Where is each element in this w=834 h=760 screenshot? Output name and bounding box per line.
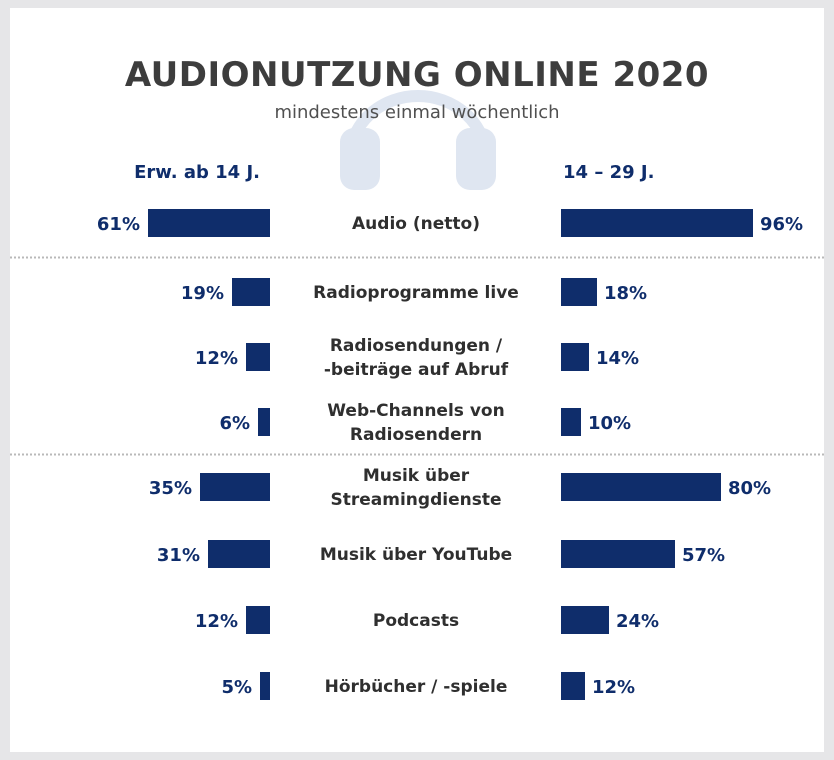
right-bar [561, 343, 589, 371]
category-labels: Audio (netto) Radioprogramme live Radiosen… [313, 214, 519, 697]
category-label-line: Hörbücher / -spiele [325, 677, 508, 697]
left-value-labels: 61% 19% 12% 6% 35% 31% 12% 5% [97, 214, 252, 698]
category-label: Web-Channels von Radiosendern [327, 401, 504, 445]
right-column-header: 14 – 29 J. [563, 162, 654, 183]
category-label-line: Musik über [363, 466, 470, 486]
category-label: Musik über YouTube [320, 545, 512, 565]
left-value-label: 5% [221, 677, 252, 698]
left-bar [208, 540, 270, 568]
chart-frame: AUDIONUTZUNG ONLINE 2020 mindestens einm… [10, 8, 824, 752]
right-value-label: 80% [728, 478, 771, 499]
category-label-line: Radiosendungen / [330, 336, 503, 356]
left-column-header: Erw. ab 14 J. [134, 162, 260, 183]
left-bars [148, 209, 270, 700]
category-label-line: Radiosendern [350, 425, 482, 445]
right-value-label: 18% [604, 283, 647, 304]
chart-title: AUDIONUTZUNG ONLINE 2020 [125, 55, 709, 95]
left-bar [258, 408, 270, 436]
right-bar [561, 278, 597, 306]
left-bar [246, 606, 270, 634]
right-bar [561, 408, 581, 436]
right-bars [561, 209, 753, 700]
category-label-line: -beiträge auf Abruf [324, 360, 509, 380]
right-value-label: 24% [616, 611, 659, 632]
right-bar [561, 672, 585, 700]
chart-subtitle: mindestens einmal wöchentlich [274, 102, 559, 123]
left-value-label: 31% [157, 545, 200, 566]
left-value-label: 61% [97, 214, 140, 235]
category-label-line: Musik über YouTube [320, 545, 512, 565]
left-bar [148, 209, 270, 237]
right-value-label: 14% [596, 348, 639, 369]
category-label: Musik über Streamingdienste [331, 466, 502, 510]
right-bar [561, 209, 753, 237]
left-value-label: 12% [195, 611, 238, 632]
category-label-line: Podcasts [373, 611, 459, 631]
right-bar [561, 606, 609, 634]
left-value-label: 35% [149, 478, 192, 499]
right-value-labels: 96% 18% 14% 10% 80% 57% 24% 12% [588, 214, 803, 698]
right-value-label: 57% [682, 545, 725, 566]
category-label-line: Radioprogramme live [313, 283, 519, 303]
left-value-label: 19% [181, 283, 224, 304]
left-bar [260, 672, 270, 700]
right-value-label: 96% [760, 214, 803, 235]
headphones-icon [340, 90, 496, 190]
right-value-label: 10% [588, 413, 631, 434]
category-label: Hörbücher / -spiele [325, 677, 508, 697]
left-bar [232, 278, 270, 306]
left-value-label: 6% [219, 413, 250, 434]
category-label-line: Streamingdienste [331, 490, 502, 510]
right-bar [561, 473, 721, 501]
left-bar [246, 343, 270, 371]
category-label-line: Audio (netto) [352, 214, 480, 234]
right-bar [561, 540, 675, 568]
category-label-line: Web-Channels von [327, 401, 504, 421]
left-bar [200, 473, 270, 501]
right-value-label: 12% [592, 677, 635, 698]
category-label: Audio (netto) [352, 214, 480, 234]
category-label: Radioprogramme live [313, 283, 519, 303]
category-label: Radiosendungen / -beiträge auf Abruf [324, 336, 509, 380]
category-label: Podcasts [373, 611, 459, 631]
left-value-label: 12% [195, 348, 238, 369]
chart-svg: AUDIONUTZUNG ONLINE 2020 mindestens einm… [10, 55, 824, 700]
